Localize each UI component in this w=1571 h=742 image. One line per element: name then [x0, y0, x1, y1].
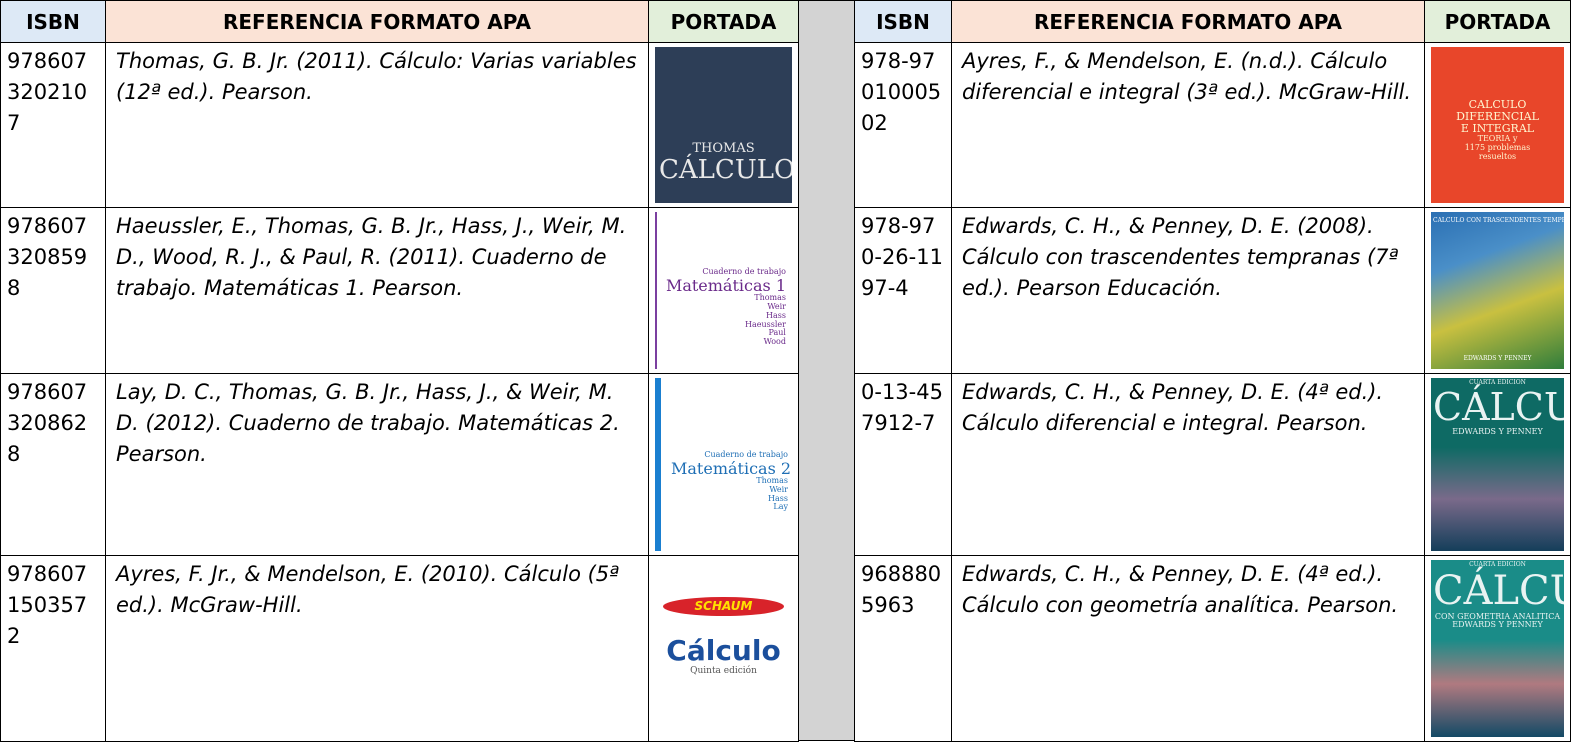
cover-text: CALCULO [1468, 98, 1527, 111]
cover-text: CÁLCULO [659, 155, 792, 186]
cover-text: Haeussler [745, 319, 786, 329]
isbn: 9786073202107 [0, 42, 106, 208]
cover-cell: CALCULO DIFERENCIAL E INTEGRAL TEORIA y 1175… [1424, 42, 1571, 208]
cover-text: Weir [769, 484, 788, 494]
column-header: REFERENCIA FORMATO APA [105, 0, 649, 43]
cover-cell: SCHAUM Cálculo Quinta edición [648, 555, 799, 742]
column-header: PORTADA [648, 0, 799, 43]
cover-text: EDWARDS Y PENNEY [1452, 620, 1543, 630]
book-cover: CALCULO DIFERENCIAL E INTEGRAL TEORIA y 1175… [1431, 47, 1564, 203]
cover-cell: CUARTA EDICIONCÁLCULOEDWARDS Y PENNEY [1424, 373, 1571, 556]
cover-cell: Cuaderno de trabajo Matemáticas 1 Thomas We… [648, 207, 799, 374]
cover-text: Hass [766, 310, 786, 320]
cover-text: CALCULO CON TRASCENDENTES TEMPRANAS [1433, 217, 1564, 224]
cover-text: Lay [773, 502, 788, 512]
reference-row: 0-13-457912-7 Edwards, C. H., & Penney, D… [854, 373, 1571, 556]
cover-text: resueltos [1478, 151, 1517, 161]
isbn: 978-9701000502 [854, 42, 952, 208]
reference-table: ISBN REFERENCIA FORMATO APA PORTADA 9786073… [0, 0, 799, 742]
isbn: 0-13-457912-7 [854, 373, 952, 556]
cover-cell: Cuaderno de trabajo Matemáticas 2 Thomas We… [648, 373, 799, 556]
cover-cell: THOMAS CÁLCULO [648, 42, 799, 208]
apa-reference: Haeussler, E., Thomas, G. B. Jr., Hass, … [105, 207, 649, 374]
cover-text: Quinta edición [690, 665, 757, 676]
column-header: PORTADA [1424, 0, 1571, 43]
cover-text: Weir [767, 302, 786, 312]
isbn: 9786071503572 [0, 555, 106, 742]
apa-reference: Ayres, F. Jr., & Mendelson, E. (2010). C… [105, 555, 649, 742]
apa-reference: Edwards, C. H., & Penney, D. E. (4ª ed.)… [951, 555, 1425, 742]
cover-text: EDWARDS Y PENNEY [1463, 355, 1532, 363]
reference-table: ISBN REFERENCIA FORMATO APA PORTADA 978-970… [854, 0, 1571, 742]
reference-row: 978-970-26-1197-4 Edwards, C. H., & Penne… [854, 207, 1571, 374]
cover-text: TEORIA y [1477, 134, 1518, 144]
apa-reference: Lay, D. C., Thomas, G. B. Jr., Hass, J.,… [105, 373, 649, 556]
cover-text: Wood [763, 337, 786, 347]
isbn: 9688805963 [854, 555, 952, 742]
book-cover: SCHAUM Cálculo Quinta edición [655, 560, 792, 737]
apa-reference: Ayres, F., & Mendelson, E. (n.d.). Cálcu… [951, 42, 1425, 208]
reference-row: 9786071503572 Ayres, F. Jr., & Mendelson,… [0, 555, 799, 742]
cover-text: Matemáticas 2 [671, 458, 792, 478]
table-separator [799, 0, 854, 741]
isbn: 9786073208628 [0, 373, 106, 556]
cover-text: Cuaderno de trabajo [704, 449, 788, 459]
cover-cell: CUARTA EDICIONCÁLCULOCON GEOMETRIA ANALI… [1424, 555, 1571, 742]
cover-text: CON GEOMETRIA ANALITICA [1434, 611, 1561, 621]
reference-row: 978-9701000502 Ayres, F., & Mendelson, E.… [854, 42, 1571, 208]
cover-text: THOMAS [692, 141, 755, 157]
cover-text: SCHAUM [663, 596, 784, 616]
cover-text: 1175 problemas [1464, 143, 1531, 153]
book-cover: CUARTA EDICIONCÁLCULOEDWARDS Y PENNEY [1431, 378, 1564, 551]
book-cover: CUARTA EDICIONCÁLCULOCON GEOMETRIA ANALI… [1431, 560, 1564, 737]
column-header: REFERENCIA FORMATO APA [951, 0, 1425, 43]
isbn: 978-970-26-1197-4 [854, 207, 952, 374]
book-cover: Cuaderno de trabajo Matemáticas 2 Thomas We… [655, 378, 792, 551]
cover-text: Cálculo [666, 633, 781, 667]
cover-cell: CALCULO CON TRASCENDENTES TEMPRANAS EDWAR… [1424, 207, 1571, 374]
cover-text: Hass [768, 493, 788, 503]
header-row: ISBN REFERENCIA FORMATO APA PORTADA [854, 0, 1571, 43]
cover-text: CUARTA EDICION [1469, 561, 1526, 568]
book-cover: CALCULO CON TRASCENDENTES TEMPRANAS EDWAR… [1431, 212, 1564, 369]
header-row: ISBN REFERENCIA FORMATO APA PORTADA [0, 0, 799, 43]
reference-row: 9786073208628 Lay, D. C., Thomas, G. B. J… [0, 373, 799, 556]
reference-row: 9786073202107 Thomas, G. B. Jr. (2011). C… [0, 42, 799, 208]
cover-text: EDWARDS Y PENNEY [1452, 427, 1543, 437]
cover-text: Paul [768, 328, 786, 338]
column-header: ISBN [0, 0, 106, 43]
cover-text: CÁLCULO [1433, 567, 1564, 614]
cover-text: Thomas [756, 476, 788, 486]
reference-row: 9786073208598 Haeussler, E., Thomas, G. B… [0, 207, 799, 374]
isbn: 9786073208598 [0, 207, 106, 374]
cover-text: CÁLCULO [1433, 384, 1564, 429]
column-header: ISBN [854, 0, 952, 43]
cover-text: Matemáticas 1 [665, 275, 786, 295]
apa-reference: Edwards, C. H., & Penney, D. E. (4ª ed.)… [951, 373, 1425, 556]
apa-reference: Thomas, G. B. Jr. (2011). Cálculo: Varia… [105, 42, 649, 208]
cover-text: E INTEGRAL [1460, 122, 1535, 136]
apa-reference: Edwards, C. H., & Penney, D. E. (2008). … [951, 207, 1425, 374]
cover-text: Thomas [754, 293, 786, 303]
cover-text: Cuaderno de trabajo [702, 266, 786, 276]
reference-row: 9688805963 Edwards, C. H., & Penney, D. E… [854, 555, 1571, 742]
book-cover: THOMAS CÁLCULO [655, 47, 792, 203]
book-cover: Cuaderno de trabajo Matemáticas 1 Thomas We… [655, 212, 792, 369]
cover-text: CUARTA EDICION [1469, 379, 1526, 386]
cover-text: DIFERENCIAL [1456, 110, 1539, 124]
